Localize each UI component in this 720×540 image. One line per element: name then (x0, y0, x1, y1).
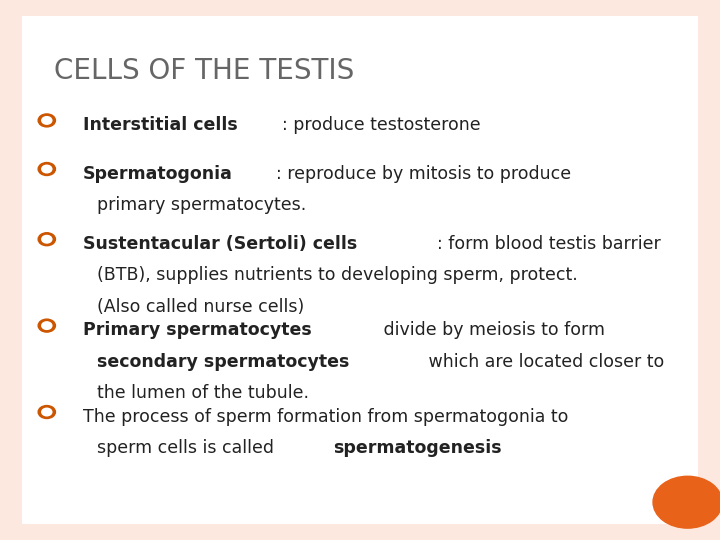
Text: CELLS OF THE TESTIS: CELLS OF THE TESTIS (54, 57, 354, 85)
Circle shape (38, 233, 55, 246)
Text: which are located closer to: which are located closer to (423, 353, 664, 370)
Text: : reproduce by mitosis to produce: : reproduce by mitosis to produce (276, 165, 571, 183)
Text: Interstitial cells: Interstitial cells (83, 116, 238, 134)
Text: Spermatogonia: Spermatogonia (83, 165, 233, 183)
Circle shape (42, 165, 52, 173)
Circle shape (42, 322, 52, 329)
Circle shape (42, 117, 52, 124)
Text: primary spermatocytes.: primary spermatocytes. (97, 196, 307, 214)
Text: sperm cells is called: sperm cells is called (97, 439, 279, 457)
Circle shape (42, 235, 52, 243)
Text: The process of sperm formation from spermatogonia to: The process of sperm formation from sper… (83, 408, 568, 426)
Text: secondary spermatocytes: secondary spermatocytes (97, 353, 350, 370)
Circle shape (38, 406, 55, 419)
Circle shape (653, 476, 720, 528)
Text: : produce testosterone: : produce testosterone (282, 116, 481, 134)
Circle shape (38, 163, 55, 176)
Text: Primary spermatocytes: Primary spermatocytes (83, 321, 312, 339)
Text: divide by meiosis to form: divide by meiosis to form (378, 321, 605, 339)
Text: (Also called nurse cells): (Also called nurse cells) (97, 298, 305, 315)
Circle shape (38, 114, 55, 127)
FancyBboxPatch shape (22, 16, 698, 524)
Text: the lumen of the tubule.: the lumen of the tubule. (97, 384, 309, 402)
Circle shape (42, 408, 52, 416)
Text: : form blood testis barrier: : form blood testis barrier (436, 235, 660, 253)
Circle shape (38, 319, 55, 332)
Text: Sustentacular (Sertoli) cells: Sustentacular (Sertoli) cells (83, 235, 357, 253)
Text: (BTB), supplies nutrients to developing sperm, protect.: (BTB), supplies nutrients to developing … (97, 266, 578, 284)
Text: spermatogenesis: spermatogenesis (333, 439, 501, 457)
